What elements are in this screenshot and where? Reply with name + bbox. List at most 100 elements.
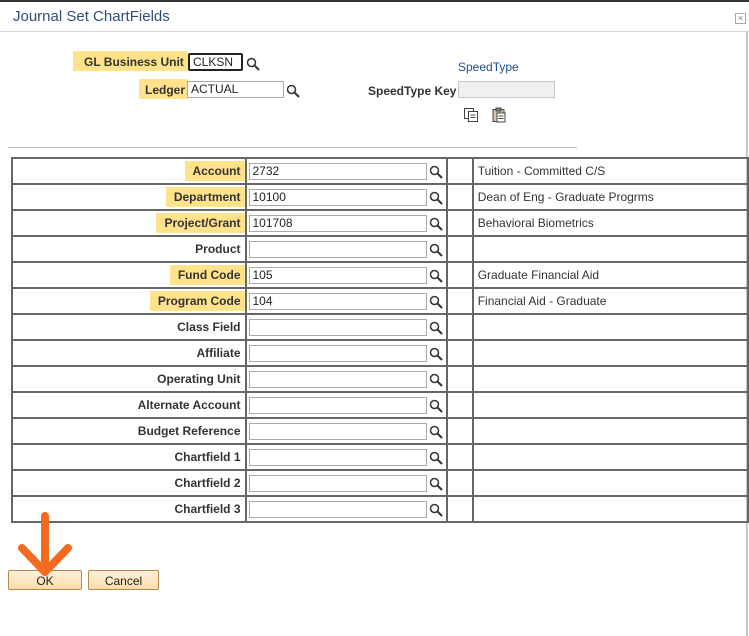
chartfield-input[interactable] <box>248 423 427 440</box>
search-icon[interactable] <box>429 373 443 387</box>
search-icon[interactable] <box>429 425 443 439</box>
search-icon[interactable] <box>429 165 443 179</box>
table-row: Account 2732 Tuition - Committed C/S <box>11 157 749 185</box>
table-row: Chartfield 1 <box>11 443 749 471</box>
row-label: Product <box>195 242 241 256</box>
table-row: Chartfield 2 <box>11 469 749 497</box>
search-icon[interactable] <box>429 217 443 231</box>
row-input-cell <box>244 313 448 341</box>
search-icon[interactable] <box>429 347 443 361</box>
chartfield-input[interactable] <box>248 475 427 492</box>
row-spacer-cell <box>445 365 474 393</box>
row-input-cell: 10100 <box>244 183 448 211</box>
row-label: Budget Reference <box>137 424 241 438</box>
chartfield-input[interactable] <box>248 371 427 388</box>
row-description <box>471 339 749 367</box>
row-input-cell: 104 <box>244 287 448 315</box>
row-label: Fund Code <box>169 265 245 285</box>
search-icon[interactable] <box>429 477 443 491</box>
search-icon[interactable] <box>429 295 443 309</box>
table-row: Chartfield 3 <box>11 495 749 523</box>
search-icon[interactable] <box>429 269 443 283</box>
row-label-cell: Chartfield 3 <box>11 495 247 523</box>
row-description: Dean of Eng - Graduate Progrms <box>471 183 749 211</box>
row-label-cell: Product <box>11 235 247 263</box>
bu-label: GL Business Unit <box>84 55 184 69</box>
row-input-cell <box>244 339 448 367</box>
table-row: Program Code 104 Financial Aid - Graduate <box>11 287 749 315</box>
chartfield-input[interactable] <box>248 501 427 518</box>
chartfield-input[interactable] <box>248 319 427 336</box>
row-input-cell <box>244 495 448 523</box>
row-description: Tuition - Committed C/S <box>471 157 749 185</box>
search-icon[interactable] <box>429 451 443 465</box>
chartfield-input[interactable] <box>248 397 427 414</box>
dialog-title: Journal Set ChartFields <box>13 8 170 25</box>
chartfield-input[interactable] <box>248 241 427 258</box>
row-description <box>471 495 749 523</box>
chartfield-table: Account 2732 Tuition - Committed C/S Depart… <box>11 157 749 523</box>
search-icon[interactable] <box>286 84 300 98</box>
search-icon[interactable] <box>429 503 443 517</box>
chartfield-input[interactable]: 10100 <box>248 189 427 206</box>
row-input-cell <box>244 469 448 497</box>
row-input-cell <box>244 417 448 445</box>
chartfield-input[interactable] <box>248 449 427 466</box>
row-description: Financial Aid - Graduate <box>471 287 749 315</box>
row-input-cell <box>244 391 448 419</box>
close-icon[interactable]: × <box>735 13 746 24</box>
bu-input[interactable]: CLKSN <box>188 53 243 71</box>
paste-icon[interactable] <box>491 107 507 123</box>
row-input-cell <box>244 365 448 393</box>
copy-icon[interactable] <box>463 107 479 123</box>
chartfield-input[interactable]: 2732 <box>248 163 427 180</box>
table-row: Affiliate <box>11 339 749 367</box>
row-label: Class Field <box>177 320 241 334</box>
dialog-titlebar: Journal Set ChartFields × <box>0 2 749 32</box>
row-label: Affiliate <box>196 346 241 360</box>
row-label-cell: Chartfield 1 <box>11 443 247 471</box>
row-spacer-cell <box>445 261 474 289</box>
row-label: Chartfield 2 <box>174 476 241 490</box>
row-label: Program Code <box>149 291 245 311</box>
row-label-cell: Affiliate <box>11 339 247 367</box>
row-spacer-cell <box>445 183 474 211</box>
row-description <box>471 235 749 263</box>
row-description: Graduate Financial Aid <box>471 261 749 289</box>
row-description <box>471 365 749 393</box>
window-top-border <box>0 0 749 2</box>
ok-button[interactable]: OK <box>8 570 82 590</box>
chartfield-input[interactable]: 105 <box>248 267 427 284</box>
row-spacer-cell <box>445 313 474 341</box>
search-icon[interactable] <box>429 321 443 335</box>
row-label-cell: Alternate Account <box>11 391 247 419</box>
ledger-input[interactable]: ACTUAL <box>187 81 284 98</box>
search-icon[interactable] <box>429 399 443 413</box>
search-icon[interactable] <box>429 191 443 205</box>
search-icon[interactable] <box>246 57 260 71</box>
row-description <box>471 469 749 497</box>
row-label: Operating Unit <box>157 372 241 386</box>
chartfield-input[interactable] <box>248 345 427 362</box>
cancel-button[interactable]: Cancel <box>88 570 159 590</box>
table-row: Fund Code 105 Graduate Financial Aid <box>11 261 749 289</box>
speedtype-key-label: SpeedType Key <box>368 84 457 98</box>
chartfield-input[interactable]: 101708 <box>248 215 427 232</box>
chartfield-input[interactable]: 104 <box>248 293 427 310</box>
row-label-cell: Fund Code <box>11 261 247 289</box>
row-description <box>471 391 749 419</box>
speedtype-link[interactable]: SpeedType <box>458 60 519 74</box>
row-description <box>471 417 749 445</box>
table-row: Department 10100 Dean of Eng - Graduate Pr… <box>11 183 749 211</box>
row-input-cell <box>244 235 448 263</box>
row-label: Alternate Account <box>137 398 241 412</box>
row-spacer-cell <box>445 495 474 523</box>
row-input-cell: 105 <box>244 261 448 289</box>
table-row: Class Field <box>11 313 749 341</box>
ledger-label-highlight <box>139 79 188 99</box>
table-row: Alternate Account <box>11 391 749 419</box>
table-row: Project/Grant 101708 Behavioral Biometrics <box>11 209 749 237</box>
search-icon[interactable] <box>429 243 443 257</box>
speedtype-key-input <box>458 81 555 98</box>
row-label: Account <box>184 161 245 181</box>
